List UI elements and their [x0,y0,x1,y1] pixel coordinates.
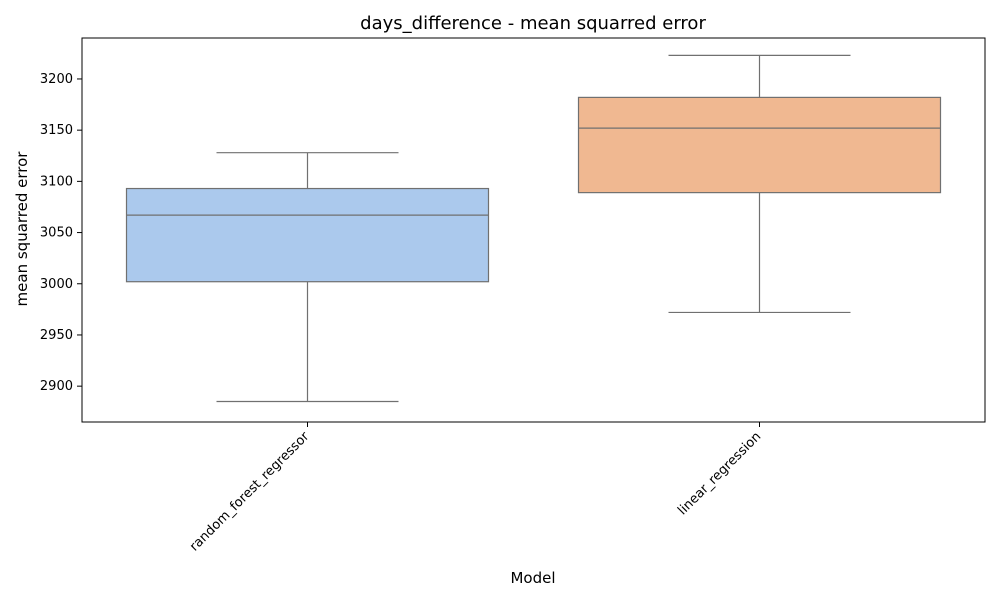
y-tick-label: 2950 [40,328,73,343]
box-body [125,187,490,283]
y-tick-label: 3150 [40,123,73,138]
x-tick-label: random_forest_regressor [187,429,313,555]
box-group-linear_regression [577,54,942,314]
box-body [577,96,942,194]
box-series [125,54,942,403]
x-tick-label: linear_regression [675,429,764,518]
y-tick-label: 3200 [40,72,73,87]
y-tick-label: 3050 [40,226,73,241]
y-tick-label: 3000 [40,277,73,292]
x-axis-ticks: random_forest_regressor linear_regression [187,422,764,554]
box-group-random_forest_regressor [125,152,490,403]
x-axis-label: Model [510,569,555,587]
y-axis-ticks: 2900 2950 3000 3050 3100 3150 3200 [40,72,82,394]
y-axis-label: mean squarred error [13,151,31,307]
y-tick-label: 2900 [40,379,73,394]
chart-title: days_difference - mean squarred error [360,13,706,34]
y-tick-label: 3100 [40,174,73,189]
plot-area-frame [81,37,986,423]
